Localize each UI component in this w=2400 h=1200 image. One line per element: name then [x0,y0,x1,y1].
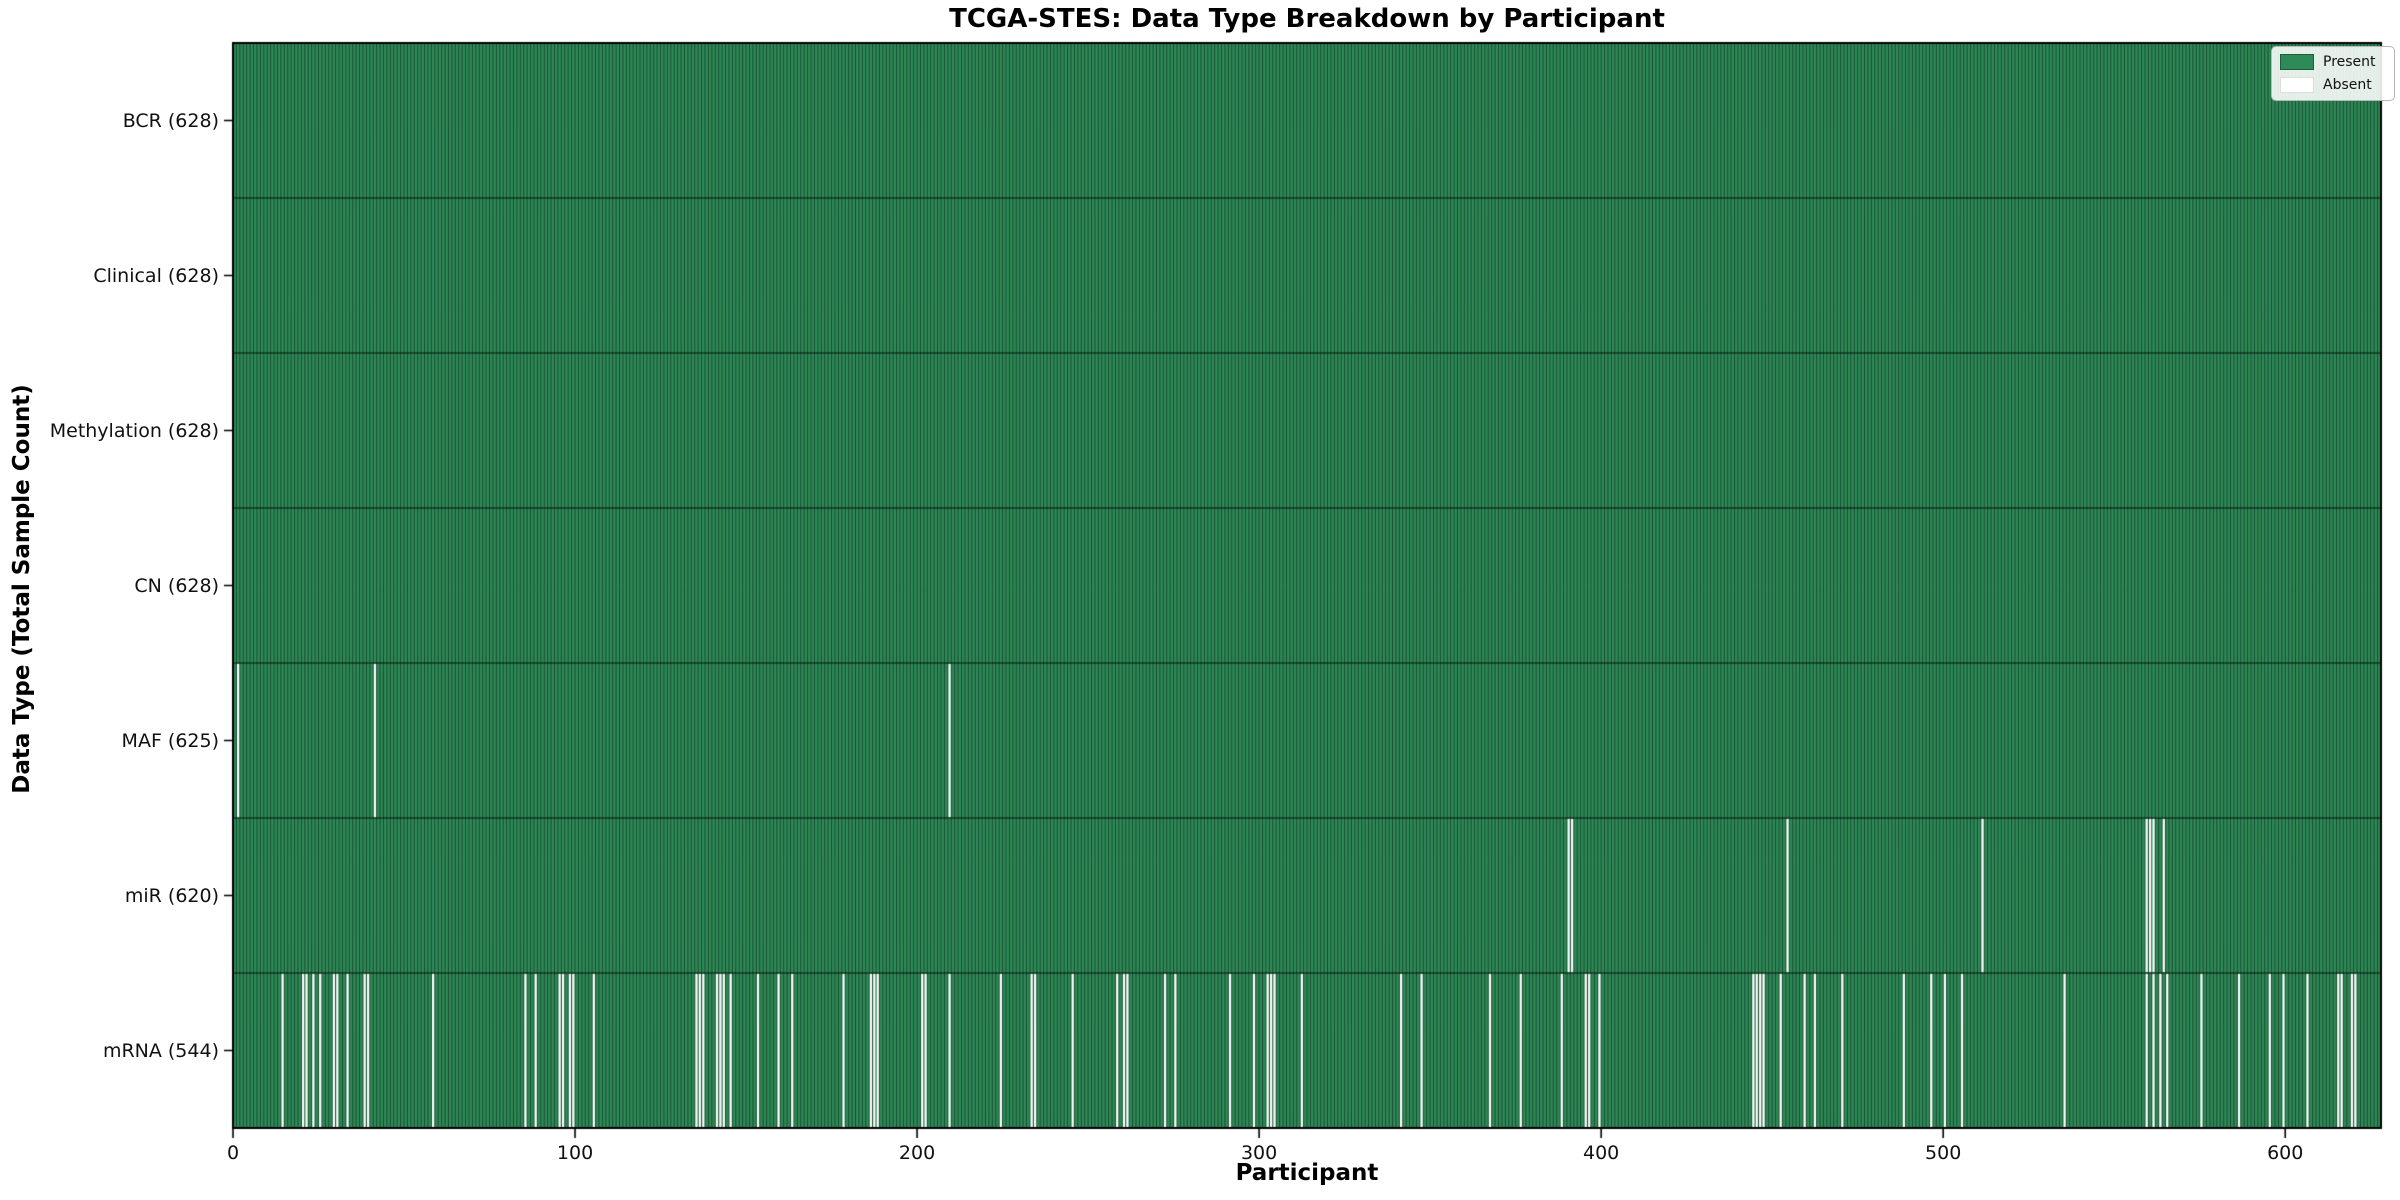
y-tick-label-maf: MAF (625) [121,729,219,752]
y-tick-label-clinical: Clinical (628) [93,264,219,287]
x-tick-label-0: 0 [226,1142,240,1164]
x-tick-label-600: 600 [2267,1142,2304,1164]
legend-swatch-absent [2280,77,2314,93]
y-tick-label-mrna: mRNA (544) [102,1039,219,1062]
y-axis-label: Data Type (Total Sample Count) [9,384,35,794]
x-axis-label: Participant [1235,1160,1379,1186]
y-tick-label-bcr: BCR (628) [122,109,219,132]
x-tick-label-300: 300 [1240,1142,1278,1164]
legend-label-present: Present [2323,54,2376,70]
legend-label-absent: Absent [2323,77,2372,93]
legend: Present Absent [2271,46,2395,101]
x-tick-label-200: 200 [898,1142,936,1164]
y-tick-label-methylation: Methylation (628) [49,419,219,442]
x-tick-label-500: 500 [1925,1142,1962,1164]
legend-swatch-present [2280,54,2314,70]
legend-item-present: Present [2280,54,2386,70]
x-tick-label-400: 400 [1583,1142,1620,1164]
y-tick-label-cn: CN (628) [134,574,219,597]
legend-item-absent: Absent [2280,77,2386,93]
y-tick-label-mir: miR (620) [124,884,219,907]
x-tick-label-100: 100 [556,1142,594,1164]
